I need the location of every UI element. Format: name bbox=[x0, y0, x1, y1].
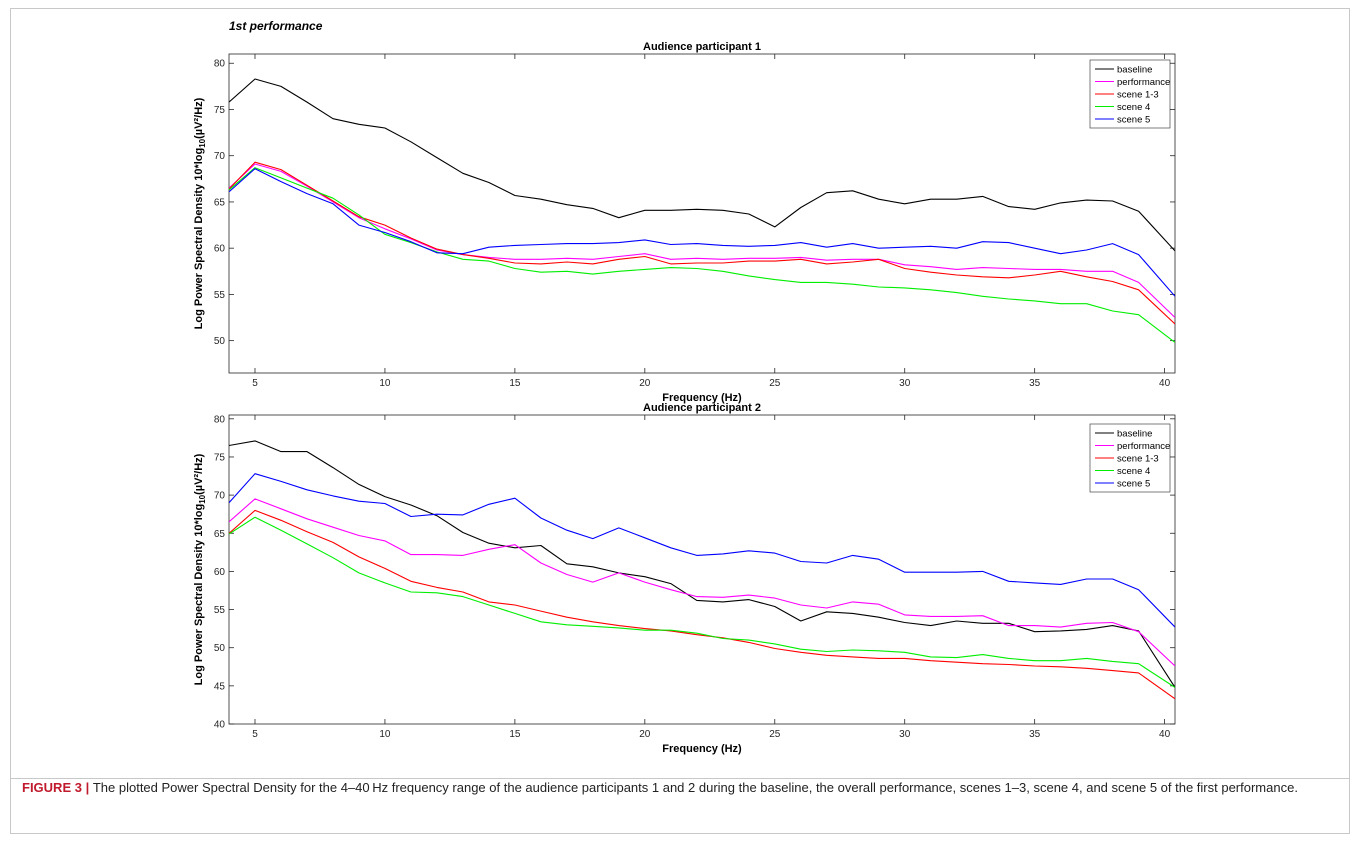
x-tick-label: 40 bbox=[1159, 378, 1171, 389]
legend-label: scene 1-3 bbox=[1117, 90, 1159, 101]
y-tick-label: 65 bbox=[214, 529, 226, 540]
x-tick-label: 15 bbox=[509, 729, 521, 740]
x-tick-label: 15 bbox=[509, 378, 521, 389]
caption-text: The plotted Power Spectral Density for t… bbox=[92, 780, 1298, 795]
y-axis-label: Log Power Spectral Density 10*log10(µV²/… bbox=[193, 453, 207, 685]
y-tick-label: 70 bbox=[214, 151, 226, 162]
x-tick-label: 5 bbox=[252, 378, 258, 389]
x-tick-label: 40 bbox=[1159, 729, 1171, 740]
x-tick-label: 35 bbox=[1029, 729, 1041, 740]
figure-label: FIGURE 3 bbox=[22, 780, 82, 795]
series-line-baseline bbox=[229, 78, 1175, 252]
series-lines bbox=[229, 440, 1175, 700]
x-axis-label: Frequency (Hz) bbox=[662, 392, 742, 404]
plot-area bbox=[228, 414, 1176, 725]
legend-label: scene 5 bbox=[1117, 479, 1150, 490]
legend-label: baseline bbox=[1117, 65, 1152, 76]
legend-label: scene 4 bbox=[1117, 102, 1150, 113]
x-tick-label: 20 bbox=[639, 729, 651, 740]
series-line-scene-5 bbox=[229, 473, 1175, 628]
x-tick-label: 30 bbox=[899, 378, 911, 389]
legend-label: scene 5 bbox=[1117, 115, 1150, 126]
caption-divider bbox=[10, 778, 1350, 779]
legend-label: scene 4 bbox=[1117, 466, 1150, 477]
series-line-scene-1-3 bbox=[229, 509, 1175, 700]
y-axis-label: Log Power Spectral Density 10*log10(µV²/… bbox=[193, 97, 207, 329]
y-axis-label-main: Log Power Spectral Density 10*log bbox=[193, 148, 205, 330]
legend-label: baseline bbox=[1117, 429, 1152, 440]
x-tick-label: 35 bbox=[1029, 378, 1041, 389]
series-line-scene-4 bbox=[229, 167, 1175, 343]
y-axis-label-main: Log Power Spectral Density 10*log bbox=[193, 504, 205, 686]
y-tick-label: 65 bbox=[214, 197, 226, 208]
y-axis-label-subscript: 10 bbox=[198, 138, 207, 147]
series-line-scene-5 bbox=[229, 168, 1175, 297]
series-line-scene-4 bbox=[229, 516, 1175, 688]
y-axis-label-subscript: 10 bbox=[198, 494, 207, 503]
x-tick-label: 30 bbox=[899, 729, 911, 740]
y-tick-label: 50 bbox=[214, 643, 226, 654]
y-tick-label: 70 bbox=[214, 491, 226, 502]
y-tick-label: 50 bbox=[214, 336, 226, 347]
y-tick-label: 40 bbox=[214, 720, 226, 731]
y-tick-label: 75 bbox=[214, 105, 226, 116]
y-tick-label: 55 bbox=[214, 605, 226, 616]
chart-panel-1: 5 10 15 20 25 30 35 40 50 55 60 65 70 75 80 Audience pa… bbox=[193, 41, 1176, 404]
y-tick-label: 75 bbox=[214, 452, 226, 463]
series-lines bbox=[229, 78, 1175, 343]
x-tick-label: 25 bbox=[769, 729, 781, 740]
y-axis-label-units: (µV²/Hz) bbox=[193, 453, 205, 495]
y-axis-label-units: (µV²/Hz) bbox=[193, 97, 205, 139]
legend-label: scene 1-3 bbox=[1117, 454, 1159, 465]
y-tick-label: 80 bbox=[214, 414, 226, 425]
x-tick-label: 10 bbox=[379, 729, 391, 740]
y-tick-label: 45 bbox=[214, 681, 226, 692]
legend-label: performance bbox=[1117, 441, 1170, 452]
y-tick-label: 60 bbox=[214, 244, 226, 255]
chart-title: Audience participant 1 bbox=[643, 41, 761, 53]
series-line-baseline bbox=[229, 440, 1175, 688]
x-tick-label: 25 bbox=[769, 378, 781, 389]
section-label: 1st performance bbox=[229, 19, 323, 33]
series-line-performance bbox=[229, 498, 1175, 667]
y-tick-label: 80 bbox=[214, 59, 226, 70]
series-line-performance bbox=[229, 163, 1175, 318]
legend-label: performance bbox=[1117, 77, 1170, 88]
chart-title: Audience participant 2 bbox=[643, 402, 761, 414]
x-tick-label: 5 bbox=[252, 729, 258, 740]
x-axis-label: Frequency (Hz) bbox=[662, 743, 742, 755]
x-tick-label: 10 bbox=[379, 378, 391, 389]
figure-charts: 5 10 15 20 25 30 35 40 50 55 60 65 70 75 80 Audience pa… bbox=[193, 41, 1176, 755]
y-tick-label: 60 bbox=[214, 567, 226, 578]
plot-area bbox=[228, 53, 1176, 374]
figure-label-separator: | bbox=[81, 780, 93, 795]
figure-caption: FIGURE 3 | The plotted Power Spectral De… bbox=[22, 779, 1332, 797]
chart-panel-2: 5 10 15 20 25 30 35 40 40 45 50 55 60 65 70 75 80 Audienc… bbox=[193, 402, 1176, 755]
y-tick-label: 55 bbox=[214, 290, 226, 301]
x-tick-label: 20 bbox=[639, 378, 651, 389]
series-line-scene-1-3 bbox=[229, 161, 1175, 325]
